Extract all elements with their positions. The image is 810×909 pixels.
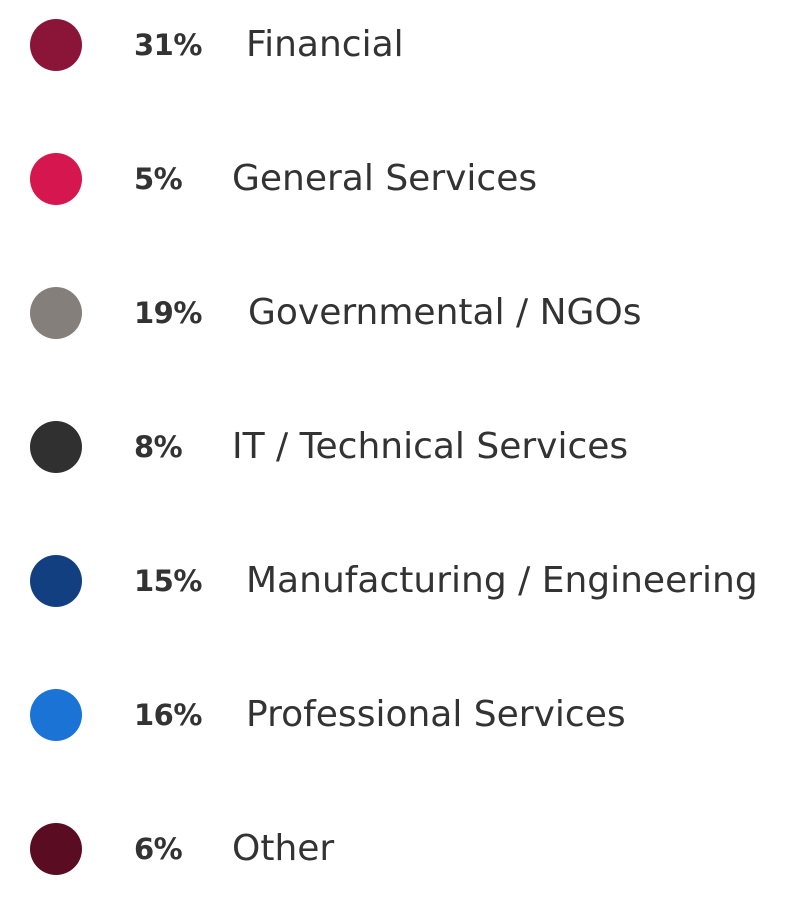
legend-value-label: 15% [134, 564, 202, 598]
legend-value-label: 6% [134, 832, 183, 866]
legend-item: 16% Professional Services [0, 687, 810, 743]
legend-value-label: 16% [134, 698, 202, 732]
legend-category-label: Financial [246, 24, 404, 65]
legend-category-label: Other [232, 828, 335, 869]
legend-swatch-dot [30, 823, 82, 875]
legend-item: 6% Other [0, 821, 810, 877]
legend-swatch-dot [30, 19, 82, 71]
legend-value-label: 5% [134, 162, 183, 196]
legend-category-label: Governmental / NGOs [248, 292, 642, 333]
legend-swatch-dot [30, 689, 82, 741]
legend-value-label: 19% [134, 296, 202, 330]
legend-category-label: IT / Technical Services [232, 426, 629, 467]
legend-item: 19% Governmental / NGOs [0, 285, 810, 341]
legend-item: 5% General Services [0, 151, 810, 207]
legend-swatch-dot [30, 555, 82, 607]
legend-item: 31% Financial [0, 17, 810, 73]
legend-value-label: 8% [134, 430, 183, 464]
legend-swatch-dot [30, 421, 82, 473]
legend-swatch-dot [30, 287, 82, 339]
legend-category-label: Manufacturing / Engineering [246, 560, 758, 601]
legend-value-label: 31% [134, 28, 202, 62]
legend-item: 15% Manufacturing / Engineering [0, 553, 810, 609]
legend-category-label: Professional Services [246, 694, 626, 735]
legend-category-label: General Services [232, 158, 538, 199]
legend-item: 8% IT / Technical Services [0, 419, 810, 475]
legend-swatch-dot [30, 153, 82, 205]
